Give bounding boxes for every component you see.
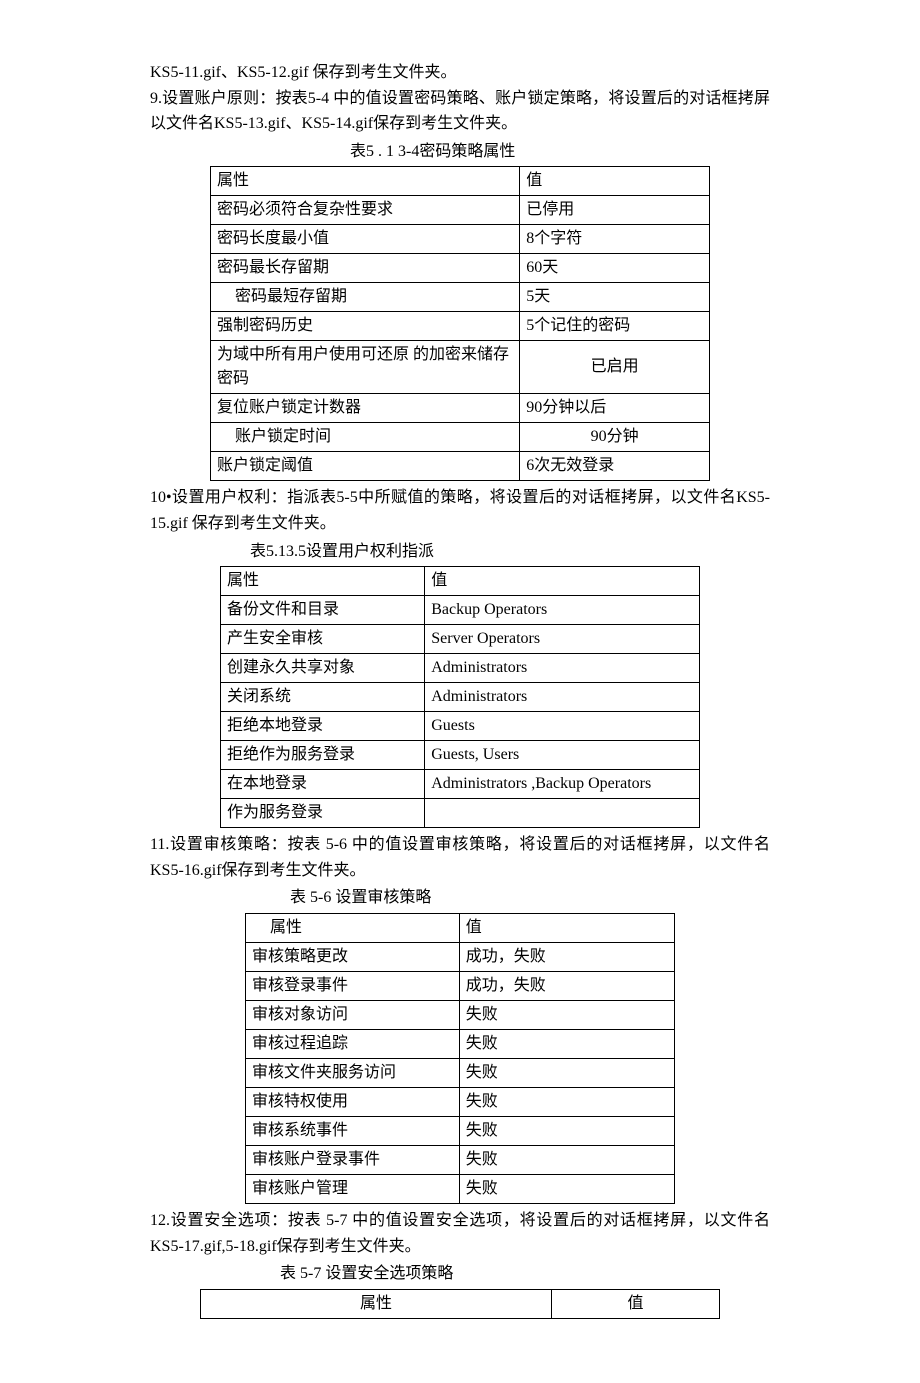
table-audit-policy: 属性 值 审核策略更改成功，失败 审核登录事件成功，失败 审核对象访问失败 审核… [245,913,675,1204]
table-row: 属性 值 [246,913,675,942]
table-row: 审核登录事件成功，失败 [246,971,675,1000]
table-row: 审核对象访问失败 [246,1000,675,1029]
table-row: 在本地登录Administrators ,Backup Operators [221,770,700,799]
table-row: 密码长度最小值8个字符 [211,225,710,254]
table-row: 审核过程追踪失败 [246,1029,675,1058]
table-password-policy: 属性 值 密码必须符合复杂性要求已停用 密码长度最小值8个字符 密码最长存留期6… [210,166,710,481]
table-row: 强制密码历史5个记住的密码 [211,312,710,341]
header-val: 值 [552,1289,720,1318]
table-row: 密码必须符合复杂性要求已停用 [211,196,710,225]
table-row: 复位账户锁定计数器90分钟以后 [211,394,710,423]
header-val: 值 [425,567,700,596]
table-row: 密码最长存留期60天 [211,254,710,283]
paragraph-pre: KS5-11.gif、KS5-12.gif 保存到考生文件夹。 [150,60,770,86]
paragraph-9: 9.设置账户原则：按表5-4 中的值设置密码策略、账户锁定策略，将设置后的对话框… [150,86,770,137]
table-row: 作为服务登录 [221,799,700,828]
table-row: 审核系统事件失败 [246,1116,675,1145]
header-val: 值 [459,913,674,942]
header-attr: 属性 [246,913,460,942]
header-attr: 属性 [221,567,425,596]
paragraph-12: 12.设置安全选项：按表 5-7 中的值设置安全选项，将设置后的对话框拷屏，以文… [150,1208,770,1259]
table-row: 审核策略更改成功，失败 [246,942,675,971]
table-row: 审核账户管理失败 [246,1174,675,1203]
table-row: 审核特权使用失败 [246,1087,675,1116]
header-val: 值 [520,167,710,196]
paragraph-11: 11.设置审核策略：按表 5-6 中的值设置审核策略，将设置后的对话框拷屏，以文… [150,832,770,883]
table1-caption: 表5 . 1 3-4密码策略属性 [350,139,770,165]
table2-caption: 表5.13.5设置用户权利指派 [250,539,770,565]
header-attr: 属性 [201,1289,552,1318]
table-row: 产生安全审核Server Operators [221,625,700,654]
header-attr: 属性 [211,167,520,196]
table-row: 拒绝作为服务登录Guests, Users [221,741,700,770]
table-row: 属性 值 [211,167,710,196]
table-row: 账户锁定时间90分钟 [211,423,710,452]
table-row: 密码最短存留期5天 [211,283,710,312]
table3-caption: 表 5-6 设置审核策略 [290,885,770,911]
table4-caption: 表 5-7 设置安全选项策略 [280,1261,770,1287]
table-security-options: 属性 值 [200,1289,720,1319]
table-row: 属性 值 [201,1289,720,1318]
table-user-rights: 属性 值 备份文件和目录Backup Operators 产生安全审核Serve… [220,566,700,828]
table-row: 账户锁定阈值6次无效登录 [211,452,710,481]
table-row: 审核文件夹服务访问失败 [246,1058,675,1087]
table-row: 为域中所有用户使用可还原 的加密来储存密码已启用 [211,341,710,394]
paragraph-10: 10•设置用户权利：指派表5-5中所赋值的策略，将设置后的对话框拷屏，以文件名K… [150,485,770,536]
table-row: 拒绝本地登录Guests [221,712,700,741]
table-row: 关闭系统Administrators [221,683,700,712]
table-row: 属性 值 [221,567,700,596]
table-row: 审核账户登录事件失败 [246,1145,675,1174]
table-row: 备份文件和目录Backup Operators [221,596,700,625]
table-row: 创建永久共享对象Administrators [221,654,700,683]
